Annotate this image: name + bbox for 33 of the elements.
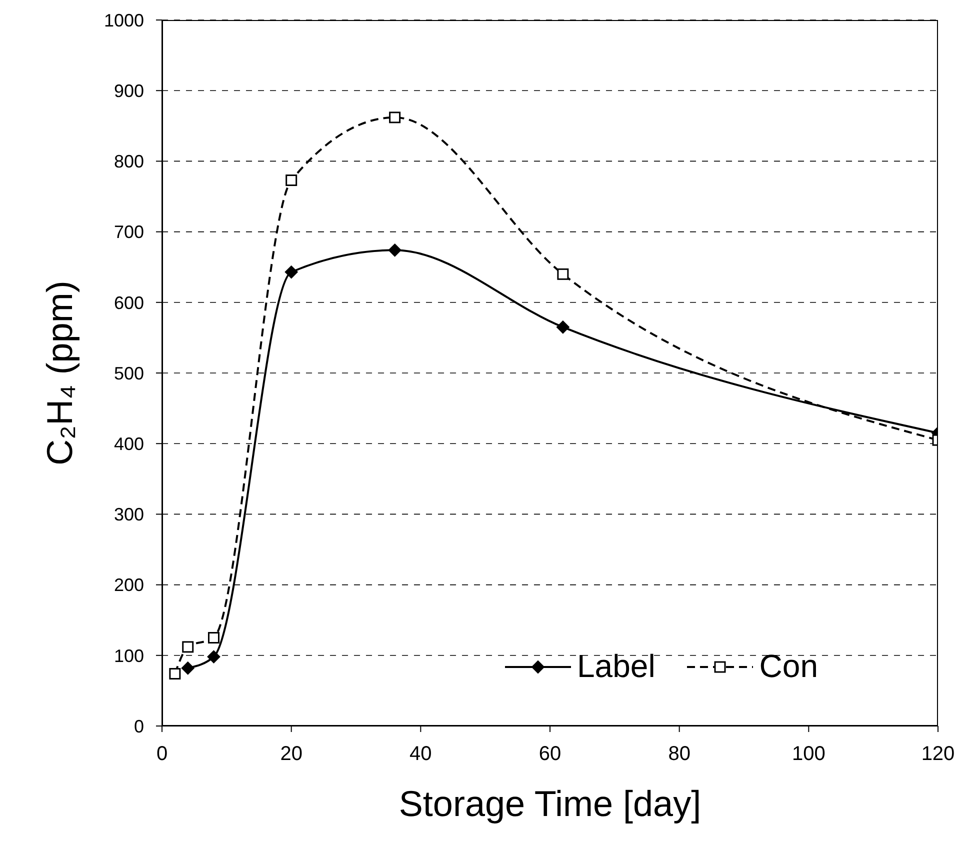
point	[181, 662, 194, 675]
point	[207, 650, 220, 664]
x-tick-label: 80	[668, 743, 690, 766]
point	[284, 266, 298, 279]
point	[556, 320, 570, 334]
point	[286, 174, 298, 186]
y-axis-title: C₂H₄ (ppm)	[39, 280, 80, 466]
y-tick-label: 1000	[104, 10, 144, 30]
y-tick-label: 800	[114, 152, 144, 172]
x-tick-label: 20	[280, 743, 302, 766]
legend-label: Label	[577, 648, 656, 685]
x-tick-label: 120	[921, 743, 955, 766]
x-tick-label: 100	[792, 743, 826, 766]
x-tick-label: 60	[538, 743, 562, 766]
point	[208, 632, 220, 644]
y-tick-label: 600	[114, 292, 144, 313]
y-tick-label: 400	[114, 434, 144, 454]
y-tick-label: 0	[134, 716, 144, 736]
point	[557, 268, 569, 280]
point	[389, 112, 401, 124]
y-tick-label: 500	[114, 363, 144, 384]
y-tick-label: 900	[114, 80, 144, 101]
point	[182, 641, 194, 653]
y-tick-label: 200	[114, 575, 144, 596]
x-tick-label: 40	[410, 743, 432, 766]
y-tick-label: 300	[114, 504, 144, 525]
x-tick-label: 0	[156, 743, 168, 766]
legend-label: Con	[759, 648, 818, 685]
y-tick-label: 700	[114, 222, 144, 242]
y-tick-label: 100	[114, 646, 144, 666]
point	[169, 668, 181, 680]
point	[388, 244, 402, 257]
x-axis-title: Storage Time [day]	[398, 783, 702, 824]
